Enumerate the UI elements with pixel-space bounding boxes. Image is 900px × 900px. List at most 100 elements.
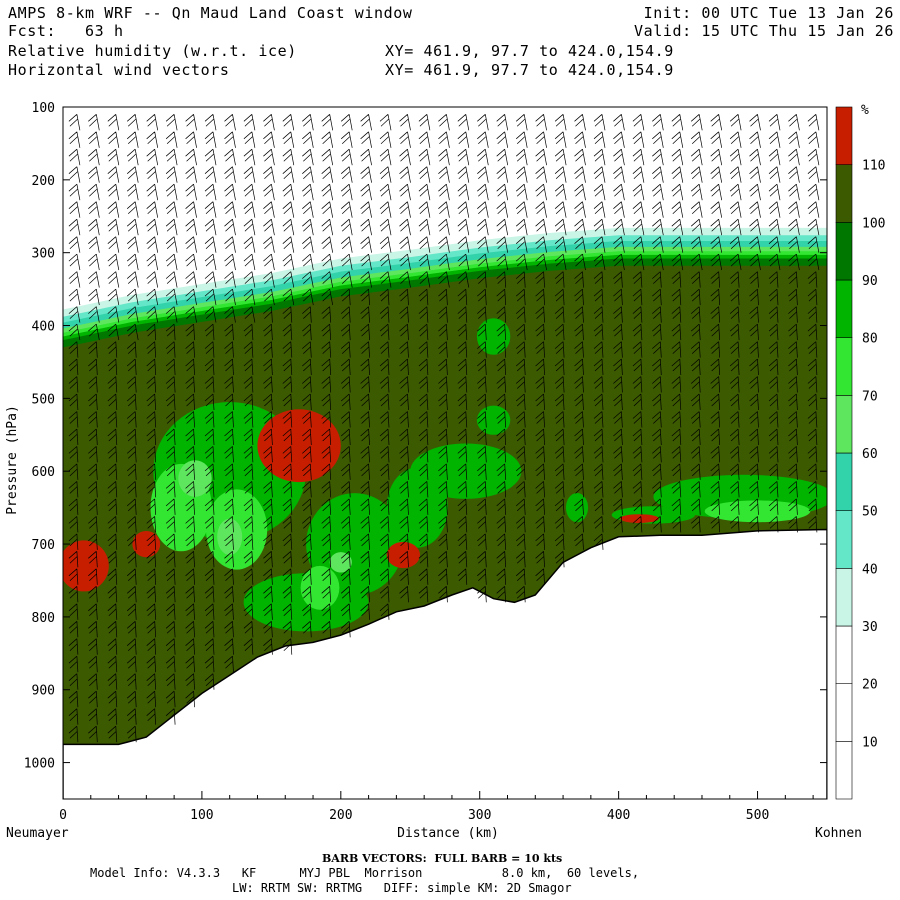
wind-barb-column [613,114,625,533]
rh-pocket-17 [257,409,341,483]
valid-time: Valid: 15 UTC Thu 15 Jan 26 [633,22,894,40]
x-tick-label-400: 400 [607,808,630,823]
wind-barb-column [710,114,723,533]
wind-barb-column [165,114,178,725]
y-tick-label-400: 400 [32,320,55,335]
x-tick-label-300: 300 [468,808,491,823]
axes: 100 200 300 400 500 600 700 800 900 1000 0 100 200 30… [24,101,827,823]
colorbar-label-30: 30 [862,620,878,635]
model-info-line2: LW: RRTM SW: RRTMG DIFF: simple KM: 2D S… [232,881,572,895]
colorbar-label-40: 40 [862,562,878,577]
wind-barb-column [535,114,547,585]
model-info-line1: Model Info: V4.3.3 KF MYJ PBL Morrison 8… [90,866,640,880]
field-label-wind: Horizontal wind vectors [8,61,230,79]
x-tick-label-100: 100 [190,808,213,823]
rh-field [63,214,827,799]
wind-barb-column [107,114,120,743]
colorbar-swatch-10 [835,164,853,223]
init-time: Init: 00 UTC Tue 13 Jan 26 [643,4,894,22]
colorbar-swatch-7 [835,337,853,396]
xsection-coords-1: XY= 461.9, 97.7 to 424.0,154.9 [385,42,674,60]
wind-barb-column [263,114,275,655]
terrain [63,528,827,799]
colorbar-label-60: 60 [862,447,878,462]
y-tick-label-600: 600 [32,465,55,480]
rh-pocket-8 [329,552,352,573]
wind-barb-column [146,114,159,725]
rh-pocket-16 [565,493,589,523]
colorbar-swatch-4 [835,510,853,569]
wind-barb-column [457,114,470,585]
colorbar-swatch-0 [835,740,853,800]
wind-barb-column [788,114,800,533]
right-endpoint-label: Kohnen [815,826,862,841]
x-tick-label-200: 200 [329,808,352,823]
wind-barb-column [515,114,528,603]
plot-frame [62,106,828,800]
y-tick-label-200: 200 [32,174,55,189]
forecast-hour: Fcst: 63 h [8,22,124,40]
wind-barb-column [126,114,139,743]
wind-barb-column [399,114,411,603]
colorbar-label-50: 50 [862,505,878,520]
wind-barb-column [204,114,217,690]
wind-barb-column [632,114,645,533]
wind-barb-column [671,114,684,533]
colorbar-swatch-11 [835,106,853,166]
y-tick-label-500: 500 [32,392,55,407]
wind-barb-column [418,114,431,603]
wind-barb-column [496,114,509,603]
wind-barb-column [321,114,334,638]
xsection-coords-2: XY= 461.9, 97.7 to 424.0,154.9 [385,61,674,79]
colorbar-swatch-5 [835,452,853,512]
wind-barb-column [768,114,781,533]
y-tick-label-300: 300 [32,247,55,262]
chart-title: AMPS 8-km WRF -- Qn Maud Land Coast wind… [8,4,413,22]
rh-pocket-10 [410,443,522,499]
colorbar-label-90: 90 [862,274,878,289]
colorbar-label-70: 70 [862,389,878,404]
wind-barb-column [340,114,353,638]
y-tick-label-1000: 1000 [24,757,55,772]
wind-barb-column [243,114,256,655]
wind-barb-column [282,114,295,655]
colorbar-label-80: 80 [862,332,878,347]
field-label-rh: Relative humidity (w.r.t. ice) [8,42,297,60]
colorbar-unit: % [861,103,869,118]
wind-barb-column [749,114,761,533]
x-axis-label: Distance (km) [397,826,499,841]
colorbar-label-100: 100 [862,216,885,231]
wind-barb-column [302,114,314,638]
y-tick-label-900: 900 [32,684,55,699]
y-tick-label-800: 800 [32,611,55,626]
colorbar-swatch-2 [835,625,853,685]
barb-legend: BARB VECTORS: FULL BARB = 10 kts [322,852,563,865]
y-tick-label-700: 700 [32,538,55,553]
y-tick-label-100: 100 [32,101,55,116]
wind-barb-column [438,114,450,603]
rh-pocket-19 [132,531,161,558]
wind-barb-column [68,114,81,743]
wind-barb-column [477,114,489,603]
rh-pocket-7 [300,565,340,610]
rh-pocket-2 [178,460,212,497]
wind-barb-column [379,114,392,620]
wind-barb-column [690,114,703,533]
colorbar-swatch-3 [835,567,853,627]
colorbar: 10 20 30 40 50 60 70 80 90 100 110 [835,106,885,800]
rh-pocket-14 [704,500,811,523]
wind-barb-column [729,114,742,533]
rh-pocket-21 [620,514,659,523]
colorbar-swatch-8 [835,279,853,339]
wind-barb-column [88,114,100,743]
colorbar-label-110: 110 [862,159,885,174]
wind-barb-column [554,114,567,568]
wind-barb-column [224,114,236,673]
left-endpoint-label: Neumayer [6,826,69,841]
wind-barb-column [185,114,197,708]
wind-barb-column [593,114,606,550]
wind-barb-column [574,114,586,550]
wind-barb-column [807,114,820,533]
rh-pocket-18 [63,540,109,592]
